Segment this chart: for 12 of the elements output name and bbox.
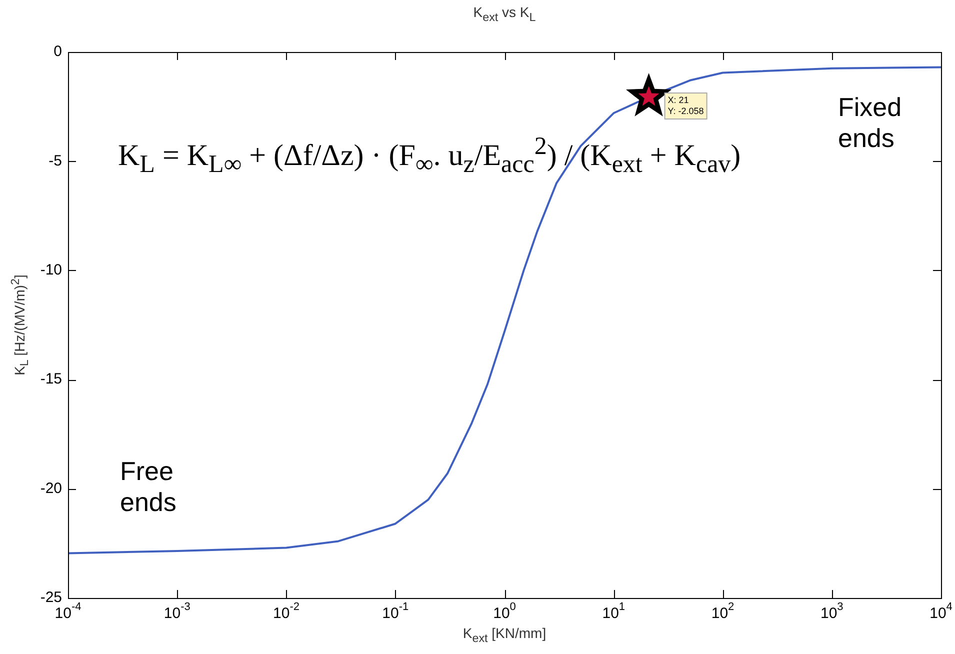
x-axis-title: K$_{ext}$ [KN/mm] [462, 625, 546, 645]
text: K$_{L}$ = K$_{L∞}$ + (Δf/Δz) · (F$_{∞}$. u$_{z}$/E$_{acc}$$^{2}$) / (K$_{ext}$ + K$_{cav}$) [118, 133, 741, 178]
y-tick-label: -15 [40, 370, 62, 388]
y-tick-label: 0 [54, 43, 62, 60]
y-tick-label: -5 [48, 152, 62, 170]
y-tick-label: -10 [40, 262, 62, 279]
annotation: X: 21 Y: -2.058 [668, 94, 704, 116]
y-tick-label: -25 [40, 589, 62, 606]
annotation: Free ends [120, 456, 176, 518]
annotation: Fixed ends [838, 92, 902, 154]
chart-title: K$_{ext}$ vs K$_{L}$ [473, 4, 536, 24]
y-tick-label: -20 [40, 480, 62, 497]
